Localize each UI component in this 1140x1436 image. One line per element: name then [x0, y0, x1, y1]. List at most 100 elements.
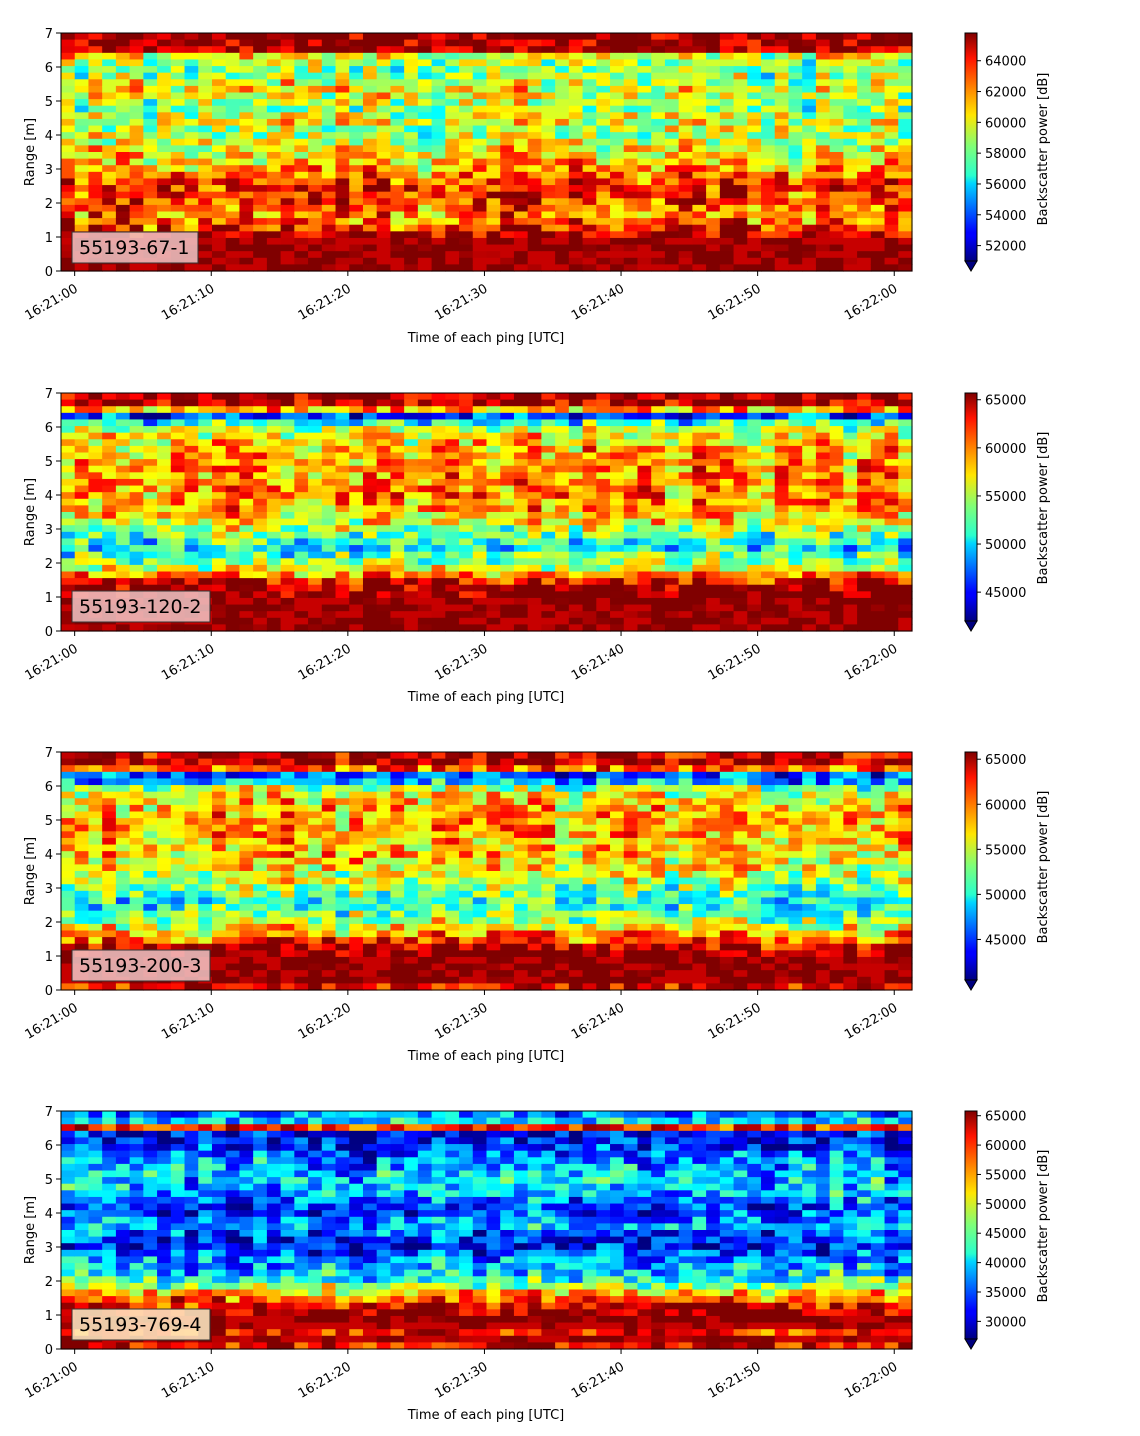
heatmap-cell [596, 485, 611, 493]
heatmap-cell [253, 525, 268, 533]
heatmap-cell [582, 185, 597, 193]
heatmap-cell [582, 538, 597, 546]
heatmap-cell [129, 752, 144, 760]
heatmap-cell [898, 33, 913, 41]
heatmap-cell [157, 778, 172, 786]
heatmap-cell [266, 512, 282, 520]
heatmap-cell [61, 145, 76, 153]
heatmap-cell [390, 492, 405, 500]
heatmap-cell [459, 264, 474, 272]
heatmap-cell [706, 478, 721, 487]
heatmap-cell [802, 251, 817, 259]
heatmap-cell [321, 257, 337, 265]
heatmap-cell [239, 597, 254, 606]
heatmap-cell [280, 624, 295, 632]
heatmap-cell [637, 52, 652, 61]
heatmap-cell [802, 158, 817, 166]
heatmap-cell [637, 498, 652, 506]
heatmap-cell [61, 432, 76, 440]
heatmap-cell [198, 571, 213, 579]
heatmap-cell [225, 393, 241, 401]
heatmap-cell [761, 439, 776, 447]
heatmap-cell [157, 419, 172, 427]
heatmap-cell [706, 59, 721, 67]
heatmap-cell [541, 611, 556, 619]
heatmap-cell [404, 132, 419, 140]
heatmap-cell [129, 890, 144, 899]
heatmap-cell [527, 512, 543, 520]
heatmap-cell [623, 617, 639, 625]
heatmap-cell [129, 831, 144, 839]
heatmap-cell [308, 125, 323, 133]
heatmap-cell [678, 445, 693, 454]
heatmap-cell [843, 46, 858, 54]
heatmap-cell [417, 152, 433, 160]
heatmap-cell [445, 79, 460, 87]
heatmap-cell [280, 171, 295, 180]
heatmap-cell [692, 39, 707, 47]
heatmap-cell [486, 132, 501, 140]
heatmap-cell [884, 505, 899, 513]
heatmap-cell [692, 412, 707, 421]
heatmap-cell [596, 218, 611, 226]
heatmap-cell [404, 551, 419, 559]
heatmap-cell [349, 465, 364, 473]
heatmap-cell [376, 152, 392, 160]
heatmap-cell [404, 485, 419, 493]
heatmap-cell [335, 558, 350, 566]
heatmap-cell [788, 624, 803, 632]
heatmap-cell [280, 426, 295, 434]
heatmap-cell [815, 505, 831, 513]
heatmap-cell [637, 406, 652, 414]
heatmap-cell [472, 152, 488, 160]
heatmap-cell [857, 145, 872, 153]
heatmap-cell [829, 604, 844, 612]
heatmap-cell [829, 92, 844, 100]
heatmap-cell [596, 231, 611, 239]
heatmap-cell [692, 59, 707, 67]
heatmap-cell [623, 584, 639, 592]
heatmap-cell [102, 778, 117, 786]
heatmap-cell [417, 393, 433, 401]
heatmap-cell [225, 551, 241, 559]
heatmap-cell [294, 393, 309, 401]
heatmap-cell [486, 118, 501, 127]
heatmap-cell [102, 765, 117, 773]
heatmap-cell [280, 257, 295, 265]
heatmap-cell [321, 485, 337, 493]
heatmap-cell [898, 584, 913, 592]
heatmap-cell [582, 551, 597, 559]
heatmap-cell [692, 198, 707, 206]
heatmap-cell [719, 145, 735, 153]
heatmap-cell [129, 851, 144, 859]
heatmap-cell [747, 478, 762, 487]
heatmap-cell [170, 890, 186, 899]
heatmap-cell [445, 584, 460, 592]
heatmap-cell [568, 218, 584, 226]
heatmap-cell [788, 584, 803, 592]
heatmap-cell [308, 138, 323, 146]
heatmap-cell [500, 264, 515, 272]
heatmap-cell [362, 478, 378, 487]
heatmap-cell [527, 158, 543, 166]
heatmap-cell [692, 138, 707, 146]
y-tick-label: 3 [45, 523, 53, 538]
heatmap-cell [870, 224, 886, 232]
heatmap-cell [225, 439, 241, 447]
heatmap-cell [445, 624, 460, 632]
heatmap-cell [527, 185, 543, 193]
heatmap-cell [843, 597, 858, 606]
heatmap-cell [253, 591, 268, 599]
heatmap-cell [74, 771, 90, 780]
heatmap-cell [486, 624, 501, 632]
heatmap-cell [115, 804, 131, 813]
heatmap-cell [692, 218, 707, 226]
heatmap-cell [555, 591, 570, 599]
heatmap-cell [829, 578, 844, 586]
heatmap-cell [239, 426, 254, 434]
heatmap-cell [349, 393, 364, 401]
heatmap-cell [143, 125, 158, 133]
heatmap-cell [74, 551, 90, 559]
heatmap-cell [637, 257, 652, 265]
heatmap-cell [472, 571, 488, 579]
